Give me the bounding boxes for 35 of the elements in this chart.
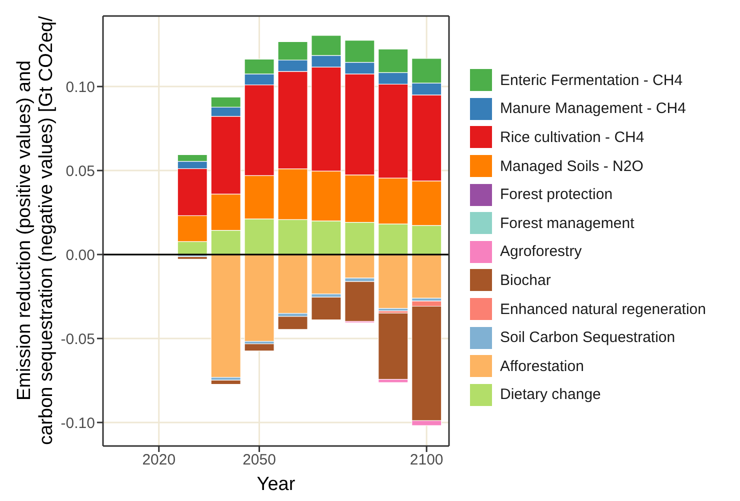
y-tick-label: 0.00 (66, 246, 95, 264)
legend-label: Soil Carbon Sequestration (500, 329, 676, 346)
bar (344, 254, 375, 278)
x-tick-label: 2100 (410, 452, 444, 469)
y-tick-label: -0.10 (60, 414, 95, 432)
bar (278, 254, 308, 314)
y-axis-title: Emission reduction (positive values) and carbon sequestration (negative values) [Gt CO2eq/ (14, 15, 57, 445)
bar (210, 254, 241, 378)
legend-label: Managed Soils - N2O (500, 158, 644, 175)
bar (244, 254, 274, 342)
y-tick-label: 0.05 (66, 162, 95, 180)
bar (311, 254, 342, 294)
x-tick-label: 2050 (242, 452, 276, 469)
legend-label: Rice cultivation - CH4 (500, 128, 644, 146)
legend-label: Dietary change (500, 386, 601, 404)
bar (210, 380, 241, 385)
legend-label: Manure Management - CH4 (500, 100, 686, 118)
bar (412, 254, 442, 298)
legend-label: Forest management (500, 214, 634, 232)
legend-label: Enhanced natural regeneration (500, 300, 706, 318)
x-tick-label: 2020 (142, 452, 176, 469)
legend-label: Agroforestry (500, 243, 582, 260)
bar (311, 296, 342, 320)
legend-label: Afforestation (500, 358, 584, 375)
bar (278, 316, 308, 330)
legend-label: Enteric Fermentation - CH4 (500, 72, 683, 89)
y-tick-label: -0.05 (60, 330, 95, 348)
legend-label: Biochar (500, 272, 551, 289)
bar (344, 281, 375, 322)
bar (244, 344, 274, 352)
bar (378, 312, 408, 380)
y-tick-label: 0.10 (66, 78, 95, 96)
legend-label: Forest protection (500, 186, 613, 204)
bar (378, 254, 408, 309)
x-axis-title: Year (256, 474, 296, 495)
